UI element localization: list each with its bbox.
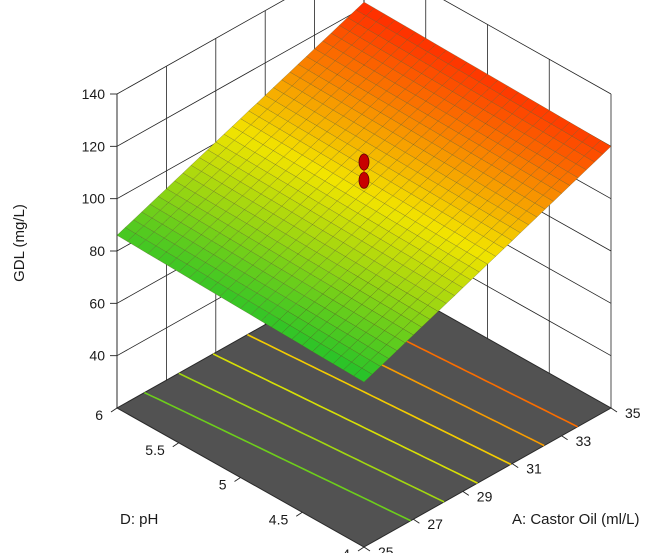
- surface-cell: [353, 367, 373, 383]
- z-tick-label: 60: [89, 295, 105, 311]
- z-tick-label: 100: [82, 191, 106, 207]
- contour-line: [247, 333, 512, 466]
- y-tick-label: 5.5: [145, 442, 165, 458]
- x-tick-label: 27: [427, 516, 443, 532]
- y-tick-label: 4: [342, 546, 350, 553]
- x-tick-label: 25: [378, 544, 394, 553]
- x-tick-label: 35: [625, 405, 641, 421]
- z-tick-label: 80: [89, 243, 105, 259]
- axis-ticks: 40 60 80 100 120 140 25 27 29 31 33 35 4 4.5 5 5.5 6: [82, 86, 641, 553]
- x-tick-mark: [511, 463, 519, 468]
- x-tick-mark: [462, 491, 470, 496]
- response-surface: [116, 1, 612, 383]
- y-tick-label: 4.5: [269, 511, 289, 527]
- x-axis-label: A: Castor Oil (ml/L): [512, 511, 640, 528]
- x-tick-mark: [363, 546, 371, 552]
- x-tick-label: 33: [576, 433, 592, 449]
- grid-line-z: [116, 0, 612, 95]
- y-tick-mark: [172, 442, 179, 448]
- z-tick-label: 120: [82, 138, 106, 154]
- x-tick-label: 29: [477, 488, 493, 504]
- y-tick-mark: [296, 511, 303, 517]
- contour-line: [178, 372, 445, 503]
- x-tick-label: 31: [526, 461, 542, 477]
- z-tick-label: 140: [82, 86, 106, 102]
- contour-line: [144, 391, 412, 522]
- contour-line: [212, 353, 478, 484]
- z-axis-label: GDL (mg/L): [11, 204, 28, 282]
- z-tick-label: 40: [89, 348, 105, 364]
- y-axis-label: D: pH: [120, 511, 158, 528]
- x-tick-mark: [561, 435, 568, 441]
- y-tick-mark: [234, 477, 241, 482]
- y-tick-mark: [110, 407, 118, 413]
- design-points: [358, 153, 370, 189]
- y-tick-label: 5: [219, 477, 227, 493]
- x-tick-mark: [610, 407, 618, 413]
- x-tick-mark: [413, 518, 420, 524]
- y-tick-label: 6: [95, 407, 103, 423]
- y-tick-mark: [357, 546, 365, 552]
